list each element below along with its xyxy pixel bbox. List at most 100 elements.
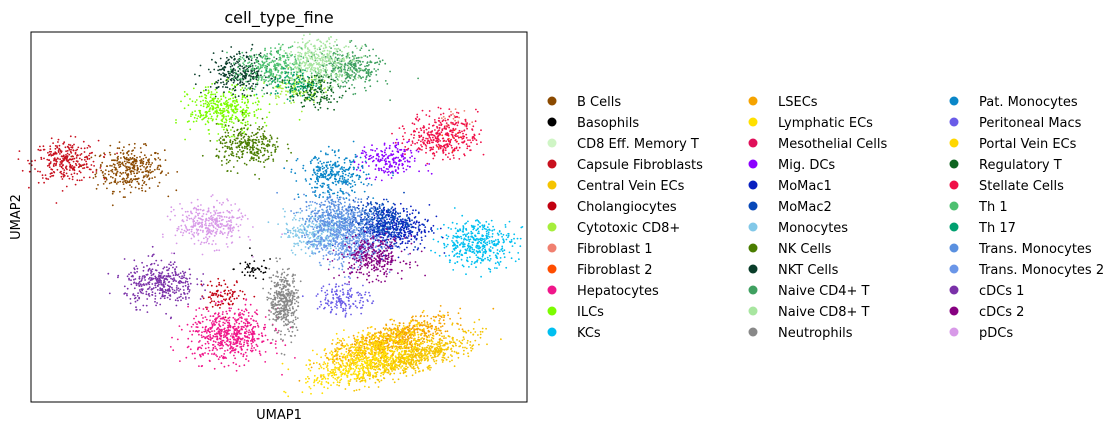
data-point (236, 297, 238, 300)
data-point (397, 256, 400, 259)
data-point (359, 376, 362, 379)
data-point (358, 388, 361, 391)
data-point (422, 324, 425, 326)
data-point (443, 337, 445, 339)
data-point (419, 243, 422, 245)
data-point (253, 347, 256, 349)
data-point (348, 349, 350, 352)
data-point (208, 349, 211, 352)
data-point (243, 364, 246, 367)
data-point (460, 258, 463, 261)
data-point (462, 353, 465, 356)
data-point (394, 369, 397, 371)
data-point (338, 381, 341, 384)
data-point (92, 160, 95, 163)
data-point (397, 368, 400, 370)
data-point (210, 300, 213, 303)
data-point (221, 109, 224, 112)
data-point (488, 240, 491, 243)
data-point (407, 326, 410, 329)
data-point (439, 305, 442, 307)
data-point (444, 117, 446, 120)
data-point (486, 226, 489, 229)
data-point (393, 221, 396, 224)
data-point (197, 331, 199, 333)
data-point (226, 286, 229, 288)
data-point (244, 351, 247, 354)
data-point (394, 367, 397, 369)
data-point (313, 374, 316, 377)
data-point (353, 364, 355, 366)
data-point (502, 233, 505, 236)
data-point (478, 343, 480, 346)
data-point (236, 345, 239, 347)
data-point (99, 164, 102, 166)
data-point (194, 357, 196, 360)
data-point (241, 271, 244, 274)
data-point (66, 175, 69, 178)
data-point (227, 329, 230, 332)
data-point (400, 218, 402, 221)
data-point (355, 389, 358, 391)
data-point (399, 202, 402, 205)
data-point (297, 74, 300, 77)
data-point (313, 101, 315, 103)
data-point (190, 326, 193, 328)
data-point (412, 359, 415, 362)
data-point (427, 170, 430, 172)
data-point (247, 360, 250, 362)
data-point (139, 156, 141, 158)
data-point (376, 364, 379, 367)
data-point (71, 146, 74, 149)
data-point (202, 105, 205, 108)
data-point (333, 358, 335, 361)
data-point (430, 249, 432, 252)
data-point (113, 166, 116, 169)
data-point (229, 341, 232, 343)
data-point (126, 152, 128, 155)
data-point (410, 360, 413, 363)
data-point (445, 245, 448, 248)
data-point (410, 362, 413, 365)
data-point (253, 338, 256, 340)
data-point (454, 246, 457, 249)
data-point (414, 345, 417, 347)
data-point (83, 151, 86, 153)
data-point (263, 328, 266, 331)
data-point (195, 330, 198, 332)
data-point (390, 233, 393, 236)
data-point (104, 176, 107, 179)
data-point (231, 333, 233, 335)
data-point (240, 338, 243, 341)
data-point (375, 157, 378, 160)
data-point (336, 381, 339, 384)
data-point (388, 161, 391, 163)
data-point (368, 386, 370, 388)
data-point (123, 160, 126, 163)
data-point (184, 138, 187, 141)
data-point (391, 363, 394, 365)
data-point (58, 144, 61, 147)
data-point (228, 90, 231, 93)
data-point (456, 242, 459, 244)
data-point (485, 238, 487, 240)
data-point (313, 379, 316, 381)
data-point (245, 355, 248, 357)
data-point (231, 135, 233, 138)
data-point (116, 159, 118, 162)
data-point (260, 270, 262, 273)
data-point (361, 213, 363, 216)
data-point (91, 151, 93, 154)
data-point (362, 204, 365, 207)
data-point (253, 269, 256, 271)
data-point (388, 370, 390, 372)
data-point (460, 237, 463, 240)
data-point (127, 174, 130, 176)
data-point (219, 325, 222, 328)
data-point (338, 384, 340, 387)
data-point (406, 211, 409, 213)
data-point (501, 250, 504, 253)
data-point (410, 348, 413, 351)
data-point (420, 355, 423, 357)
data-point (394, 355, 397, 358)
